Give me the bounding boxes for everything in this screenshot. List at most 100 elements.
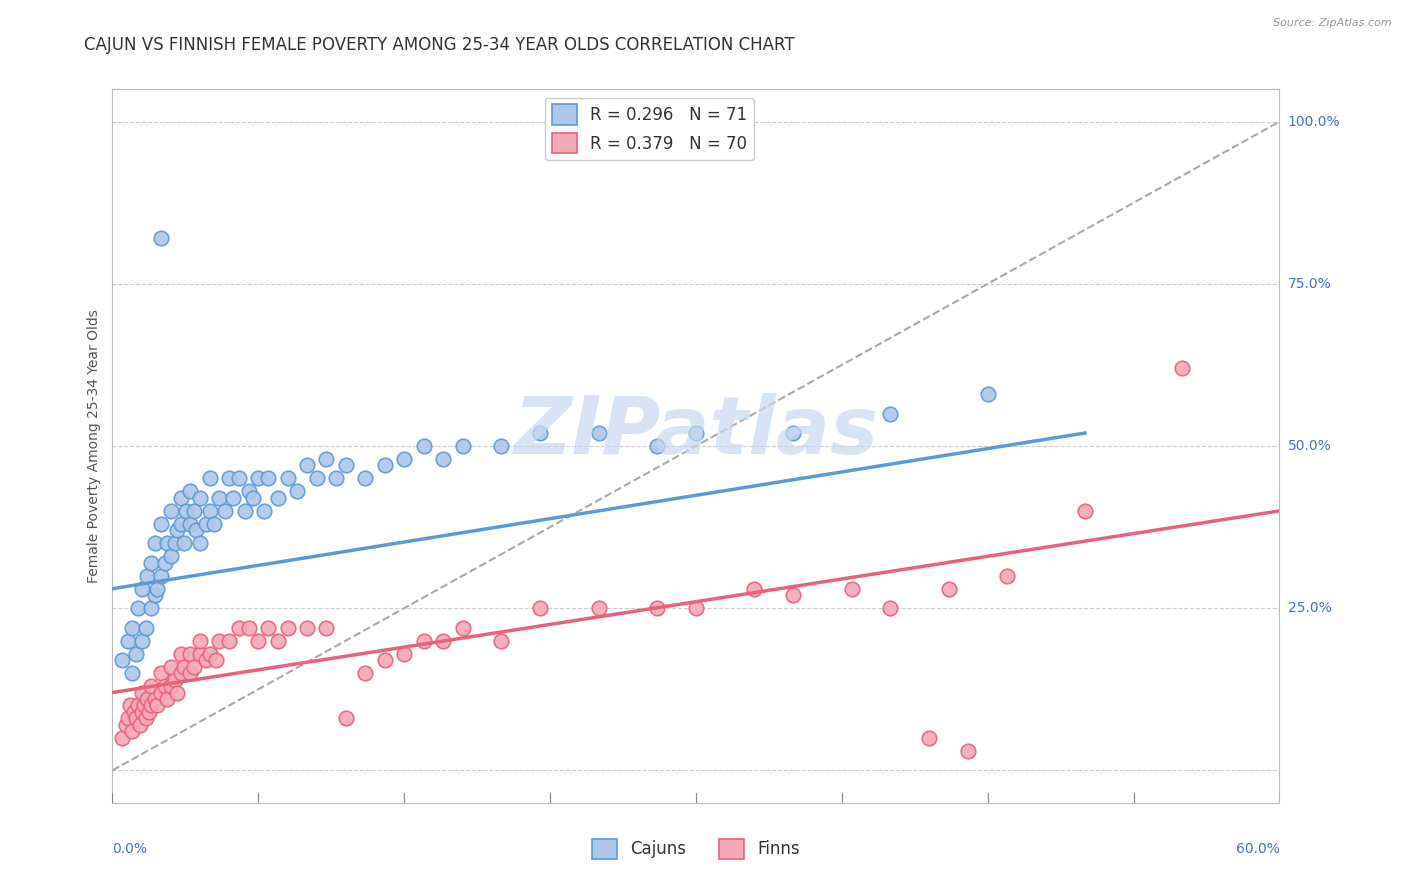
Point <box>111 731 134 745</box>
Point <box>141 698 163 713</box>
Point <box>392 647 416 661</box>
Point <box>238 484 260 499</box>
Point <box>315 452 337 467</box>
Point <box>995 568 1018 582</box>
Point <box>179 647 201 661</box>
Point <box>645 601 668 615</box>
Point <box>143 692 166 706</box>
Point <box>153 556 176 570</box>
Point <box>295 621 318 635</box>
Point <box>253 504 276 518</box>
Point <box>176 504 198 518</box>
Point <box>173 659 195 673</box>
Point <box>169 647 191 661</box>
Point <box>208 633 231 648</box>
Point <box>160 504 183 518</box>
Point <box>267 633 290 648</box>
Point <box>685 601 707 615</box>
Point <box>918 731 941 745</box>
Point <box>305 471 328 485</box>
Point <box>451 439 474 453</box>
Point <box>354 666 377 681</box>
Point <box>150 666 173 681</box>
Point <box>588 425 610 440</box>
Point <box>173 536 195 550</box>
Point <box>131 582 153 596</box>
Point <box>169 516 191 531</box>
Point <box>1171 361 1194 376</box>
Point <box>194 653 217 667</box>
Point <box>150 568 173 582</box>
Point <box>879 601 901 615</box>
Text: 50.0%: 50.0% <box>1288 439 1331 453</box>
Point <box>179 516 201 531</box>
Point <box>412 633 434 648</box>
Point <box>146 582 169 596</box>
Point <box>782 425 804 440</box>
Y-axis label: Female Poverty Among 25-34 Year Olds: Female Poverty Among 25-34 Year Olds <box>87 309 101 583</box>
Point <box>188 633 211 648</box>
Point <box>841 582 863 596</box>
Point <box>188 491 211 505</box>
Text: 60.0%: 60.0% <box>1236 842 1279 855</box>
Text: 25.0%: 25.0% <box>1288 601 1331 615</box>
Point <box>588 601 610 615</box>
Point <box>179 484 201 499</box>
Point <box>128 718 150 732</box>
Point <box>188 647 211 661</box>
Point <box>222 491 245 505</box>
Point <box>163 673 186 687</box>
Point <box>451 621 474 635</box>
Point <box>141 601 163 615</box>
Point <box>491 439 513 453</box>
Point <box>491 633 513 648</box>
Point <box>374 653 396 667</box>
Point <box>354 471 377 485</box>
Point <box>202 516 225 531</box>
Point <box>150 685 173 699</box>
Point <box>276 471 298 485</box>
Point <box>938 582 960 596</box>
Point <box>228 621 250 635</box>
Text: ZIPatlas: ZIPatlas <box>513 392 879 471</box>
Point <box>111 653 134 667</box>
Point <box>1074 504 1097 518</box>
Point <box>166 685 188 699</box>
Point <box>115 718 138 732</box>
Point <box>169 666 191 681</box>
Point <box>160 659 183 673</box>
Point <box>163 536 186 550</box>
Point <box>198 471 221 485</box>
Point <box>132 698 155 713</box>
Point <box>169 491 191 505</box>
Point <box>782 588 804 602</box>
Point <box>742 582 765 596</box>
Point <box>374 458 396 473</box>
Point <box>214 504 236 518</box>
Point <box>198 647 221 661</box>
Point <box>135 621 157 635</box>
Point <box>218 633 240 648</box>
Point <box>122 705 145 719</box>
Point <box>166 524 188 538</box>
Point <box>335 711 357 725</box>
Point <box>238 621 260 635</box>
Point <box>146 698 169 713</box>
Point <box>183 659 205 673</box>
Point <box>143 536 166 550</box>
Point <box>335 458 357 473</box>
Point <box>247 633 270 648</box>
Point <box>184 524 207 538</box>
Point <box>194 516 217 531</box>
Point <box>156 692 179 706</box>
Legend: Cajuns, Finns: Cajuns, Finns <box>585 832 807 866</box>
Text: 75.0%: 75.0% <box>1288 277 1331 291</box>
Point <box>208 491 231 505</box>
Point <box>131 685 153 699</box>
Point <box>141 556 163 570</box>
Point <box>150 516 173 531</box>
Point <box>117 711 139 725</box>
Point <box>218 471 240 485</box>
Text: Source: ZipAtlas.com: Source: ZipAtlas.com <box>1274 18 1392 28</box>
Point <box>136 568 159 582</box>
